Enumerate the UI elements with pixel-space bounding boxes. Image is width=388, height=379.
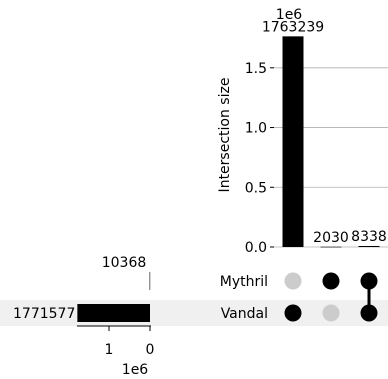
intersection-bar-label-0: 1763239 bbox=[262, 19, 324, 35]
intersection-axis-offset-text: 1e6 bbox=[276, 7, 303, 23]
set-size-axis-offset-text: 1e6 bbox=[122, 362, 149, 378]
intersection-bar-1 bbox=[320, 246, 342, 248]
set-size-tick-label-1: 0 bbox=[146, 342, 155, 358]
y-tick-label-0: 0.0 bbox=[245, 240, 267, 256]
y-tick-label-2: 1.0 bbox=[245, 121, 267, 137]
y-tick-label-3: 1.5 bbox=[245, 61, 267, 77]
matrix-dot-1-mythril bbox=[322, 272, 340, 290]
matrix-dot-1-vandal bbox=[322, 304, 340, 322]
set-size-bars-layer: 10368 1771577 bbox=[13, 255, 151, 322]
intersection-bars-layer: 1763239 2030 8338 bbox=[262, 19, 387, 248]
set-name-vandal: Vandal bbox=[221, 306, 268, 322]
intersection-bar-label-1: 2030 bbox=[313, 230, 349, 246]
axes-layer: 0.0 0.5 1.0 1.5 1 0 bbox=[77, 61, 274, 358]
y-tick-label-1: 0.5 bbox=[245, 180, 267, 196]
set-size-label-vandal: 1771577 bbox=[13, 306, 75, 322]
set-size-bar-vandal bbox=[77, 304, 150, 322]
intersection-bar-2 bbox=[358, 246, 380, 247]
intersection-bar-label-2: 8338 bbox=[351, 229, 387, 245]
set-size-label-mythril: 10368 bbox=[102, 255, 147, 271]
set-size-tick-label-0: 1 bbox=[105, 342, 114, 358]
membership-matrix-layer: Mythril Vandal bbox=[220, 272, 378, 322]
matrix-dot-0-mythril bbox=[284, 272, 302, 290]
intersection-bar-0 bbox=[282, 36, 304, 247]
matrix-dot-2-vandal bbox=[360, 304, 378, 322]
set-name-mythril: Mythril bbox=[220, 274, 268, 290]
matrix-dot-2-mythril bbox=[360, 272, 378, 290]
matrix-dot-0-vandal bbox=[284, 304, 302, 322]
set-size-bar-mythril bbox=[149, 272, 151, 290]
intersection-axis-ylabel: Intersection size bbox=[217, 78, 233, 193]
